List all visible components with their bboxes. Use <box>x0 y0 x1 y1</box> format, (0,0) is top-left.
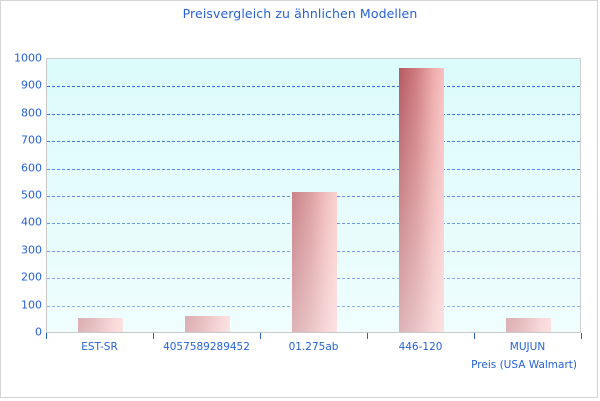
x-axis-tick-label: 01.275ab <box>288 341 339 353</box>
y-axis-tick-label: 600 <box>21 161 42 175</box>
plot-area <box>46 58 581 332</box>
y-axis-tick-label: 400 <box>21 215 42 229</box>
x-axis-tick-mark <box>367 333 368 339</box>
y-axis-tick-label: 100 <box>21 298 42 312</box>
y-axis-tick-label: 700 <box>21 133 42 147</box>
x-axis-tick-mark <box>260 333 261 339</box>
gridline <box>47 86 580 88</box>
x-axis-title: Preis (USA Walmart) <box>471 359 577 371</box>
y-axis-tick-label: 1000 <box>14 51 42 65</box>
x-axis-tick-label: MUJUN <box>509 341 546 353</box>
y-axis-tick-label: 0 <box>35 325 42 339</box>
y-axis-tick-label: 900 <box>21 78 42 92</box>
y-axis-tick-label: 500 <box>21 188 42 202</box>
gridline <box>47 141 580 143</box>
x-axis-tick-label: EST-SR <box>81 341 118 353</box>
x-axis-tick-label: 4057589289452 <box>163 341 250 353</box>
x-axis-tick-mark <box>474 333 475 339</box>
chart-title: Preisvergleich zu ähnlichen Modellen <box>182 6 418 21</box>
y-axis-tick-labels: 0 100 200 300 400 500 600 700 800 900 1000 <box>1 1 42 401</box>
y-axis-line <box>46 58 47 332</box>
bar <box>78 317 123 332</box>
x-axis-tick-mark <box>581 333 582 339</box>
bar <box>185 315 230 332</box>
y-axis-tick-label: 200 <box>21 270 42 284</box>
x-axis-tick-mark <box>153 333 154 339</box>
y-axis-tick-label: 300 <box>21 243 42 257</box>
bar <box>292 192 337 332</box>
bar <box>399 68 444 332</box>
y-axis-tick-label: 800 <box>21 106 42 120</box>
gridline <box>47 113 580 115</box>
x-axis-tick-mark <box>46 333 47 339</box>
gridline <box>47 168 580 170</box>
bar <box>506 318 551 332</box>
x-axis-tick-label: 446-120 <box>398 341 443 353</box>
x-axis-line <box>46 332 581 333</box>
